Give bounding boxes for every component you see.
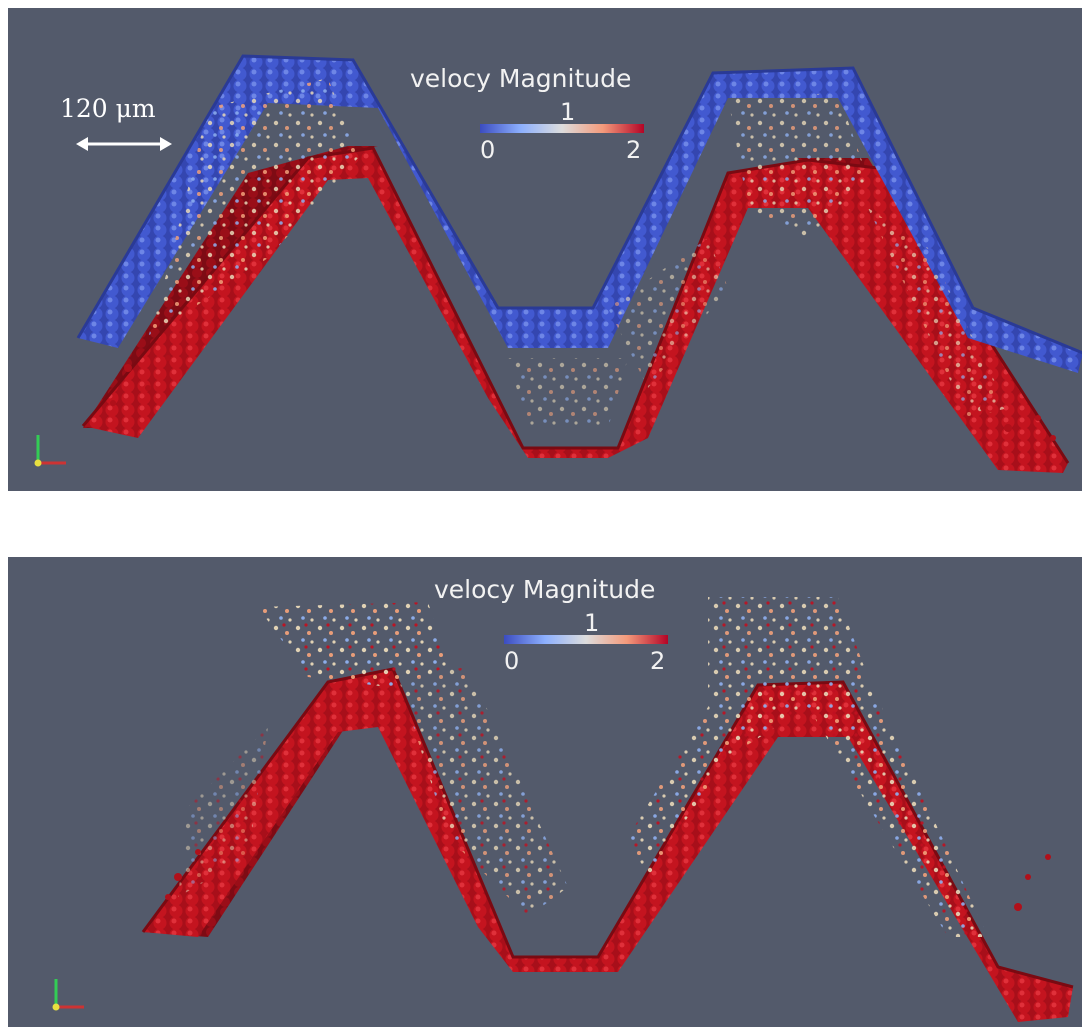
red-ridge [143, 669, 1073, 1022]
colorbar-gradient [504, 635, 668, 644]
double-arrow-icon [76, 137, 172, 151]
scale-bar-label: 120 μm [60, 94, 156, 123]
colorbar-min-label: 0 [480, 136, 496, 164]
axes-triad [34, 435, 66, 467]
colorbar-mid-label: 1 [560, 98, 576, 126]
axes-triad [52, 979, 84, 1011]
colorbar-bottom: velocy Magnitude 1 0 2 [424, 571, 694, 691]
colorbar-mid-label: 1 [584, 609, 600, 637]
colorbar-min-label: 0 [504, 647, 520, 675]
blue-band [78, 56, 1082, 373]
simulation-view-bottom: velocy Magnitude 1 0 2 [8, 557, 1082, 1027]
simulation-view-top: velocy Magnitude 1 0 2 120 μm [8, 8, 1082, 491]
particle-scene-bottom [52, 597, 1074, 1022]
colorbar-title: velocy Magnitude [434, 575, 656, 604]
colorbar-max-label: 2 [650, 647, 666, 675]
colorbar-max-label: 2 [626, 136, 642, 164]
colorbar-top: velocy Magnitude 1 0 2 [400, 60, 660, 180]
colorbar-gradient [480, 124, 644, 133]
particle-scene-top [34, 54, 1082, 473]
colorbar-title: velocy Magnitude [410, 64, 632, 93]
